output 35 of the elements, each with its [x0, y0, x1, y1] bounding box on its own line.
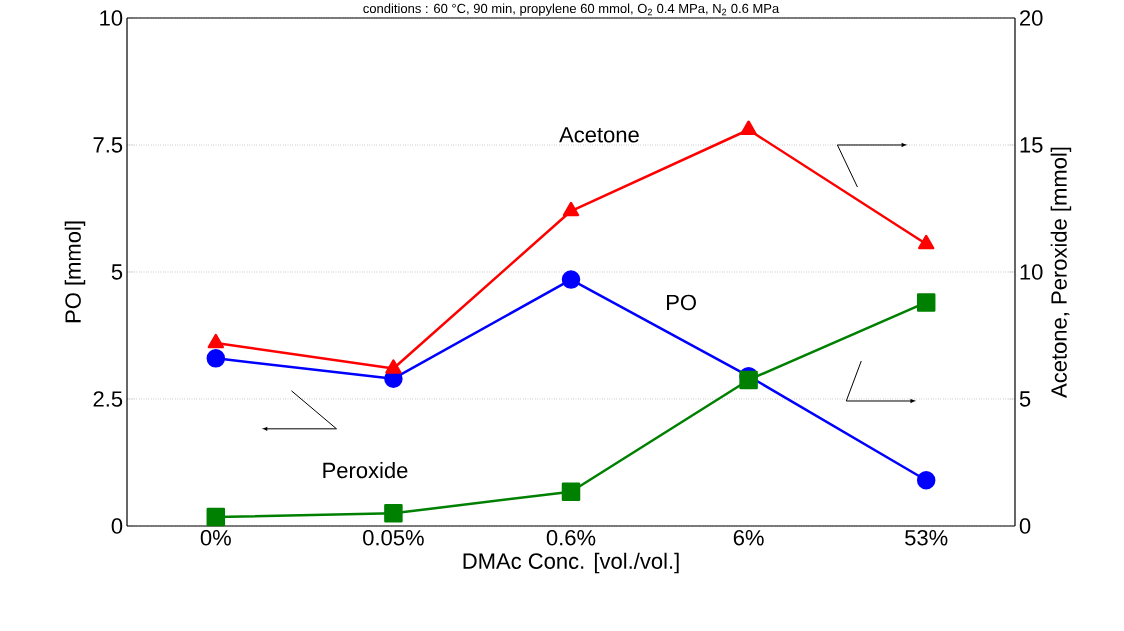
y-tick-label: 7.5 [93, 137, 123, 153]
series-label: Acetone [559, 127, 639, 143]
y-tick-label: 10 [100, 10, 123, 26]
x-tick-label: 53% [905, 529, 948, 546]
y2-tick-label: 10 [1020, 264, 1043, 280]
x-tick-label: 6% [733, 529, 764, 546]
y-axis-title: PO [mmol] [64, 221, 86, 323]
chart-subtitle: conditions : 60 °C, 90 min, propylene 60 mmol, O$_{2}$ 0.4 MPa, N$_{2}$ 0.6 MPa [363, 3, 780, 16]
y2-tick-label: 5 [1019, 391, 1031, 407]
point [740, 120, 757, 135]
point [561, 270, 581, 289]
point [384, 504, 403, 523]
y2-tick-label: 0 [1019, 518, 1031, 534]
point [207, 333, 224, 349]
y-tick-label: 5 [111, 264, 123, 280]
x-axis-title: DMAc Conc. [vol./vol.] [463, 552, 679, 574]
x-tick-label: 0.05% [363, 529, 424, 546]
y-tick-label: 2.5 [93, 391, 123, 407]
point [739, 370, 758, 390]
point [206, 349, 226, 368]
series-label: PO [667, 294, 696, 311]
point [916, 293, 936, 312]
point [916, 471, 936, 490]
x-tick-label: 0.6% [546, 529, 596, 546]
point [206, 507, 226, 527]
point [385, 359, 402, 374]
series-label: Peroxide [323, 462, 408, 479]
point [918, 234, 935, 250]
point [561, 482, 581, 501]
x-tick-label: 0% [200, 529, 231, 546]
y2-axis-title: Acetone, Peroxide [mmol] [1050, 147, 1072, 398]
y2-tick-label: 15 [1020, 137, 1043, 153]
y2-tick-label: 20 [1020, 10, 1043, 26]
y-tick-label: 0 [111, 518, 123, 534]
point [562, 201, 580, 217]
